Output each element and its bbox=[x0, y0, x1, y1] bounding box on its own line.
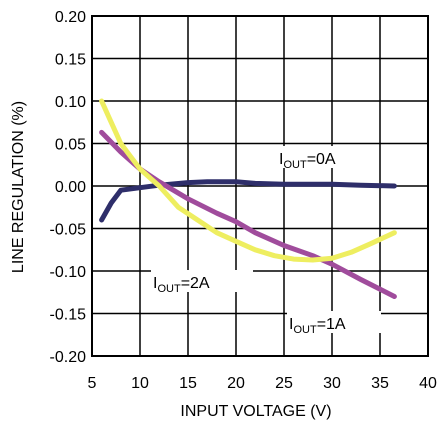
series-line-0 bbox=[99, 179, 397, 223]
x-tick-label-4: 25 bbox=[275, 375, 293, 392]
x-tick-label-1: 10 bbox=[131, 375, 149, 392]
svg-text:IOUT=0A: IOUT=0A bbox=[279, 151, 336, 171]
annotation-iout-0a: IOUT=0A bbox=[277, 146, 367, 171]
y-tick-labels: 0.20 0.15 0.10 0.05 0.00 -0.05 -0.10 -0.15 -0.20 bbox=[50, 9, 87, 366]
y-tick-label-2: 0.10 bbox=[55, 94, 86, 111]
x-tick-label-6: 35 bbox=[371, 375, 389, 392]
x-tick-labels: 5 10 15 20 25 30 35 40 bbox=[88, 375, 437, 392]
y-tick-label-0: 0.20 bbox=[55, 9, 86, 26]
y-tick-label-6: -0.10 bbox=[50, 264, 87, 281]
y-tick-label-3: 0.05 bbox=[55, 137, 86, 154]
annotation-iout-1a: IOUT=1A bbox=[287, 311, 381, 336]
x-axis-title: INPUT VOLTAGE (V) bbox=[180, 403, 331, 420]
y-tick-label-7: -0.15 bbox=[50, 307, 87, 324]
y-tick-label-4: 0.00 bbox=[55, 179, 86, 196]
y-tick-label-8: -0.20 bbox=[50, 349, 87, 366]
y-tick-label-5: -0.05 bbox=[50, 222, 87, 239]
series-line-2 bbox=[99, 98, 397, 263]
y-axis-title: LINE REGULATION (%) bbox=[10, 101, 27, 273]
y-tick-label-1: 0.15 bbox=[55, 52, 86, 69]
x-tick-label-5: 30 bbox=[323, 375, 341, 392]
plot-border bbox=[91, 15, 429, 357]
series-layer bbox=[99, 98, 397, 299]
annotation-iout-2a: IOUT=2A bbox=[151, 270, 253, 295]
x-tick-label-3: 20 bbox=[227, 375, 245, 392]
svg-text:IOUT=2A: IOUT=2A bbox=[153, 275, 210, 295]
x-tick-label-2: 15 bbox=[179, 375, 197, 392]
x-tick-label-7: 40 bbox=[419, 375, 437, 392]
x-tick-label-0: 5 bbox=[88, 375, 97, 392]
svg-text:IOUT=1A: IOUT=1A bbox=[289, 316, 346, 336]
